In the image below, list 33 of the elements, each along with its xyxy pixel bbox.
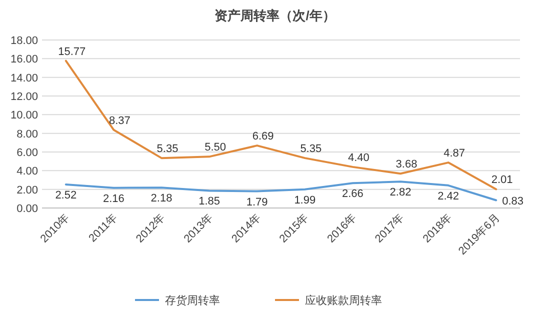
data-label: 2.16: [102, 192, 124, 205]
y-tick-label: 2.00: [16, 184, 38, 196]
legend-label: 存货周转率: [165, 294, 220, 307]
data-label: 2.82: [390, 186, 412, 199]
data-label: 3.68: [396, 158, 418, 171]
y-tick-label: 14.00: [10, 72, 38, 84]
data-label: 2.42: [438, 190, 460, 202]
y-tick-label: 0.00: [16, 203, 38, 215]
legend-label: 应收账款周转率: [305, 294, 382, 307]
data-label: 1.85: [198, 196, 220, 208]
chart-title: 资产周转率（次/年）: [214, 8, 336, 23]
y-tick-label: 18.00: [10, 35, 38, 47]
data-label: 2.18: [150, 192, 172, 205]
y-tick-label: 16.00: [10, 54, 38, 66]
data-label: 15.77: [58, 46, 86, 58]
data-label: 5.35: [300, 143, 322, 156]
data-label: 6.69: [252, 130, 274, 143]
data-label: 8.37: [108, 114, 130, 127]
y-tick-label: 6.00: [16, 147, 38, 159]
y-tick-label: 10.00: [10, 110, 38, 122]
data-label: 2.66: [342, 188, 364, 200]
data-label: 5.35: [156, 143, 178, 156]
data-label: 0.83: [502, 195, 524, 208]
data-label: 2.01: [491, 174, 513, 186]
data-label: 1.99: [294, 194, 316, 206]
y-tick-label: 12.00: [10, 91, 38, 103]
y-tick-label: 4.00: [16, 166, 38, 178]
data-label: 2.52: [55, 189, 77, 202]
y-tick-label: 8.00: [16, 128, 38, 140]
data-label: 4.40: [348, 152, 370, 164]
data-label: 4.87: [444, 148, 466, 160]
data-label: 1.79: [246, 196, 268, 208]
data-label: 5.50: [204, 142, 226, 154]
